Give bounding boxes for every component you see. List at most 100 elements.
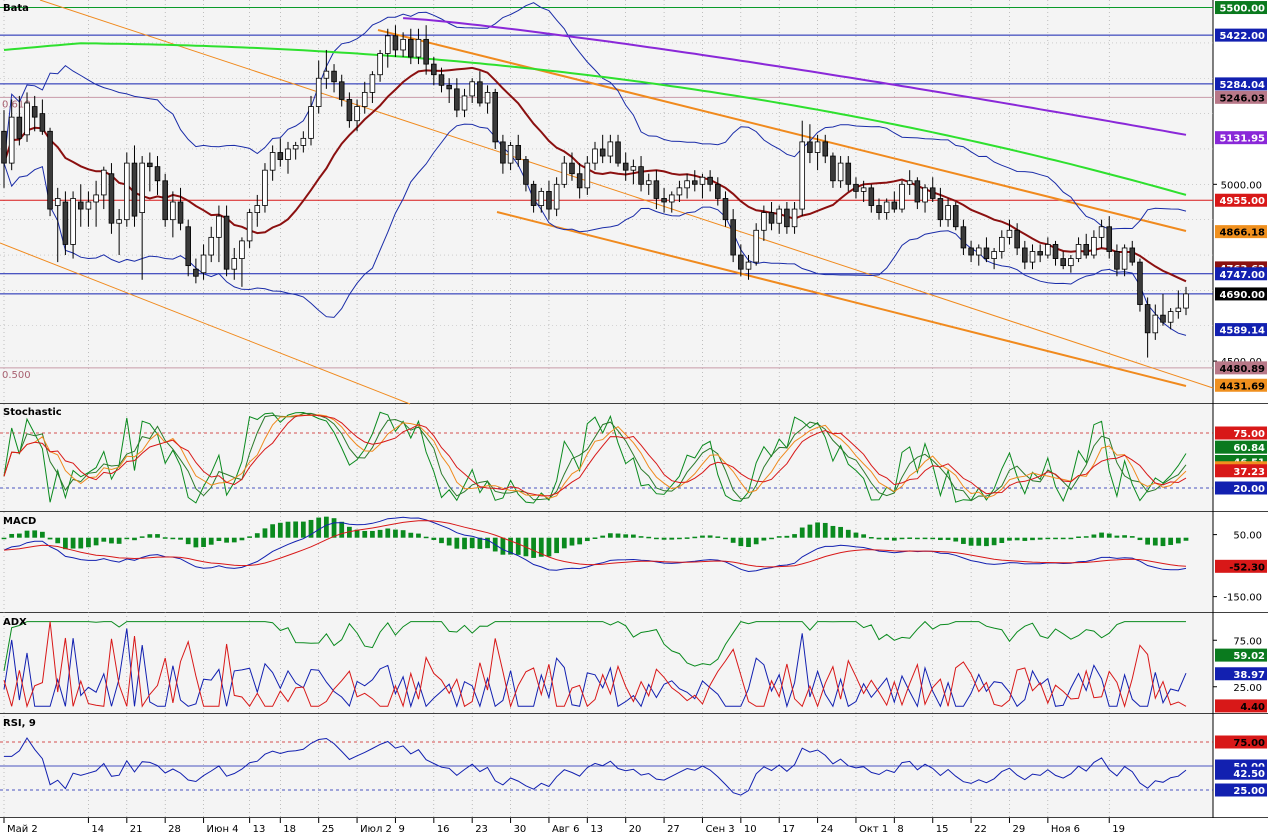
macd-histogram-bar (1145, 537, 1151, 545)
candle-body (1167, 311, 1174, 323)
macd-histogram-bar (899, 537, 905, 540)
price-tag: 4589.14 (1215, 323, 1267, 337)
candle-body (822, 141, 829, 157)
price-tag-text: 4480.89 (1219, 364, 1265, 375)
macd-histogram-bar (615, 533, 621, 538)
price-tag-bg (1215, 131, 1267, 145)
price-tag-bg (1215, 90, 1267, 104)
macd-histogram-bar (792, 534, 797, 538)
candle-body (784, 208, 790, 228)
price-tag: 5422.00 (1215, 28, 1267, 42)
candle-body (254, 205, 261, 214)
macd-histogram-bar (293, 521, 299, 538)
candle-body (346, 99, 353, 122)
stochastic-tag-bg (1215, 426, 1267, 440)
macd-histogram-bar (1106, 533, 1112, 538)
candle-body (791, 208, 798, 228)
candle-body (676, 187, 683, 196)
price-tag-text: 4589.14 (1219, 326, 1265, 337)
candle-body (761, 212, 767, 231)
macd-histogram-bar (331, 518, 337, 538)
macd-histogram-bar (431, 537, 437, 540)
candle-body (54, 198, 61, 206)
candle-body (707, 176, 713, 185)
stochastic-k-line (3, 411, 1187, 504)
macd-histogram-bar (277, 522, 283, 538)
candle-body (377, 53, 383, 76)
rsi-tag-bg (1215, 735, 1267, 749)
macd-histogram-bar (385, 528, 391, 538)
candle-body (853, 183, 859, 192)
candle-body (691, 180, 698, 185)
candle-body (200, 254, 207, 274)
macd-histogram-bar (55, 537, 61, 544)
macd-histogram-bar (469, 537, 475, 549)
price-tag-text: 4690.00 (1219, 290, 1265, 301)
candle-body (945, 205, 951, 221)
macd-axis-label: -150.00 (1223, 593, 1262, 604)
price-tag-bg (1215, 28, 1267, 42)
candle-body (715, 183, 721, 199)
candle-body (799, 141, 806, 210)
rsi-tag-text: 75.00 (1233, 738, 1265, 749)
macd-histogram-bar (776, 536, 782, 538)
macd-histogram-bar (308, 519, 314, 538)
price-tag-bg (1215, 378, 1267, 392)
candle-body (292, 145, 299, 150)
price-tag: 4480.89 (1215, 361, 1267, 375)
macd-histogram-bar (78, 537, 84, 549)
candle-body (699, 176, 706, 185)
candle-body (730, 219, 736, 256)
candle-body (1121, 247, 1128, 270)
x-axis-date-label: Июн 4 (207, 824, 239, 834)
adx-panel-bg (0, 613, 1213, 714)
candle-body (500, 141, 506, 164)
macd-histogram-bar (1030, 537, 1035, 541)
candle-body (469, 81, 475, 97)
candle-body (1, 130, 7, 164)
macd-histogram-bar (239, 537, 245, 541)
candle-body (285, 148, 291, 160)
macd-histogram-bar (300, 521, 306, 538)
candle-body (400, 38, 406, 51)
macd-histogram-bar (454, 537, 460, 549)
macd-histogram-bar (139, 536, 145, 538)
candle-body (1060, 258, 1066, 267)
candle-body (461, 95, 468, 111)
candle-body (361, 91, 368, 107)
macd-histogram-bar (753, 537, 759, 545)
candle-body (684, 180, 690, 189)
adx-tag: 59.02 (1215, 648, 1267, 662)
candle-body (1014, 229, 1020, 249)
macd-histogram-bar (362, 530, 368, 538)
macd-histogram-bar (262, 528, 268, 538)
macd-histogram-bar (761, 537, 767, 541)
macd-histogram-bar (254, 533, 260, 538)
x-axis-date-label: Авг 6 (552, 824, 580, 834)
candle-body (1083, 244, 1090, 256)
candle-body (523, 159, 529, 185)
candle-body (960, 226, 967, 249)
adx-tag-bg (1215, 699, 1267, 713)
candle-body (830, 155, 836, 182)
stochastic-tag-bg (1215, 440, 1267, 454)
macd-histogram-bar (730, 537, 736, 543)
candle-body (477, 81, 483, 104)
price-tag-bg (1215, 361, 1267, 375)
candle-body (454, 88, 460, 111)
candle-body (39, 113, 46, 132)
candle-body (929, 187, 936, 199)
macd-histogram-bar (515, 537, 521, 555)
rsi-line (4, 737, 1187, 796)
macd-histogram-bar (769, 537, 774, 540)
candle-body (47, 130, 53, 210)
candle-body (1114, 251, 1120, 270)
macd-histogram-bar (16, 533, 22, 538)
macd-histogram-bar (569, 537, 575, 546)
candle-body (814, 141, 821, 153)
candle-body (868, 187, 875, 206)
macd-histogram-bar (799, 527, 805, 538)
fibonacci-label: 0.500 (2, 370, 31, 381)
candle-body (553, 183, 560, 210)
